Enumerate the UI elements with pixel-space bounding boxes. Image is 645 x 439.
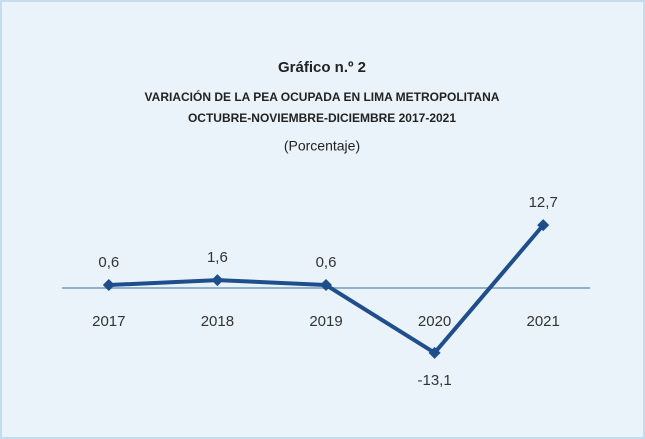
chart-title: Gráfico n.º 2: [278, 59, 366, 76]
point: [102, 279, 115, 292]
value-label: 0,6: [98, 254, 119, 271]
x-tick-label: 2021: [527, 313, 560, 330]
value-label: 1,6: [207, 249, 228, 266]
chart-subtitle: VARIACIÓN DE LA PEA OCUPADA EN LIMA METR…: [145, 89, 500, 104]
x-tick-label: 2017: [92, 313, 125, 330]
point: [428, 346, 441, 359]
chart-subtitle: OCTUBRE-NOVIEMBRE-DICIEMBRE 2017-2021: [188, 111, 456, 125]
point: [320, 279, 332, 292]
x-tick-label: 2019: [309, 313, 342, 330]
unit-label: (Porcentaje): [284, 138, 360, 154]
x-tick-label: 2020: [418, 313, 451, 330]
value-label: -13,1: [417, 372, 451, 389]
point: [211, 274, 224, 287]
value-label: 0,6: [316, 254, 337, 271]
x-tick-label: 2018: [201, 313, 234, 330]
value-label: 12,7: [529, 194, 558, 211]
point: [537, 219, 550, 232]
